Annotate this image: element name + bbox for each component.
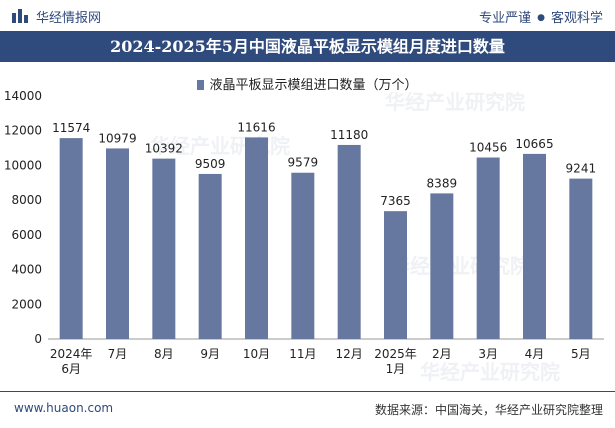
data-label: 10392 [145, 142, 183, 156]
data-label: 10979 [98, 131, 136, 145]
data-label: 8389 [427, 176, 458, 190]
bar [337, 144, 361, 339]
x-tick-label: 10月 [243, 347, 270, 361]
legend-label: 液晶平板显示模组进口数量（万个） [209, 78, 418, 93]
bar [198, 173, 222, 339]
bullet-icon: ● [537, 13, 545, 23]
x-tick-label: 3月 [478, 347, 498, 361]
tagline-left: 专业严谨 [479, 11, 532, 26]
x-tick-label: 4月 [525, 347, 545, 361]
data-label: 11574 [52, 121, 90, 135]
x-tick-label: 12月 [336, 347, 363, 361]
legend-swatch [197, 80, 205, 90]
x-tick-label: 1月 [386, 362, 406, 376]
y-tick-label: 6000 [11, 228, 42, 242]
y-tick-label: 12000 [4, 124, 42, 138]
x-tick-label: 2024年 [50, 347, 93, 361]
x-tick-label: 2月 [432, 347, 452, 361]
tagline-right: 客观科学 [550, 11, 603, 26]
data-label: 9579 [288, 156, 319, 170]
website-link[interactable]: www.huaon.com [14, 401, 114, 415]
bar [430, 193, 454, 339]
logo-bar-icon [12, 9, 28, 23]
data-label: 11180 [330, 128, 368, 142]
x-tick-label: 5月 [571, 347, 591, 361]
y-tick-label: 4000 [11, 263, 42, 277]
bar [106, 148, 129, 339]
top-bar: 华经情报网 专业严谨 ● 客观科学 [0, 0, 615, 30]
data-label: 10665 [515, 137, 553, 151]
bar [152, 158, 176, 339]
bar [476, 157, 500, 339]
bar [384, 211, 407, 339]
data-label: 11616 [237, 120, 275, 134]
x-tick-label: 8月 [154, 347, 174, 361]
data-label: 9241 [566, 162, 597, 176]
x-tick-label: 9月 [200, 347, 220, 361]
bar [291, 172, 315, 339]
y-tick-label: 8000 [11, 193, 42, 207]
logo-text: 华经情报网 [36, 11, 102, 26]
bar-chart: 0 2000 4000 6000 8000 10000 12000 14000 11574 202… [4, 89, 604, 376]
x-tick-label: 11月 [289, 347, 316, 361]
x-tick-label: 7月 [108, 347, 128, 361]
tagline: 专业严谨 ● 客观科学 [479, 7, 603, 26]
data-source: 数据来源：中国海关，华经产业研究院整理 [374, 403, 603, 417]
bar [569, 178, 593, 339]
footer: www.huaon.com 数据来源：中国海关，华经产业研究院整理 [0, 391, 615, 428]
x-tick-label: 2025年 [374, 347, 417, 361]
chart-legend: 液晶平板显示模组进口数量（万个） [0, 74, 615, 93]
data-label: 10456 [469, 141, 507, 155]
y-tick-label: 0 [34, 332, 42, 346]
data-label: 7365 [380, 194, 411, 208]
y-tick-label: 10000 [4, 158, 42, 172]
bar [59, 138, 83, 339]
bar [523, 153, 546, 339]
y-tick-label: 2000 [11, 297, 42, 311]
y-tick-label: 14000 [4, 89, 42, 103]
x-tick-label: 6月 [61, 362, 81, 376]
data-label: 9509 [195, 157, 226, 171]
chart-title: 2024-2025年5月中国液晶平板显示模组月度进口数量 [0, 31, 615, 62]
bar [245, 137, 268, 339]
